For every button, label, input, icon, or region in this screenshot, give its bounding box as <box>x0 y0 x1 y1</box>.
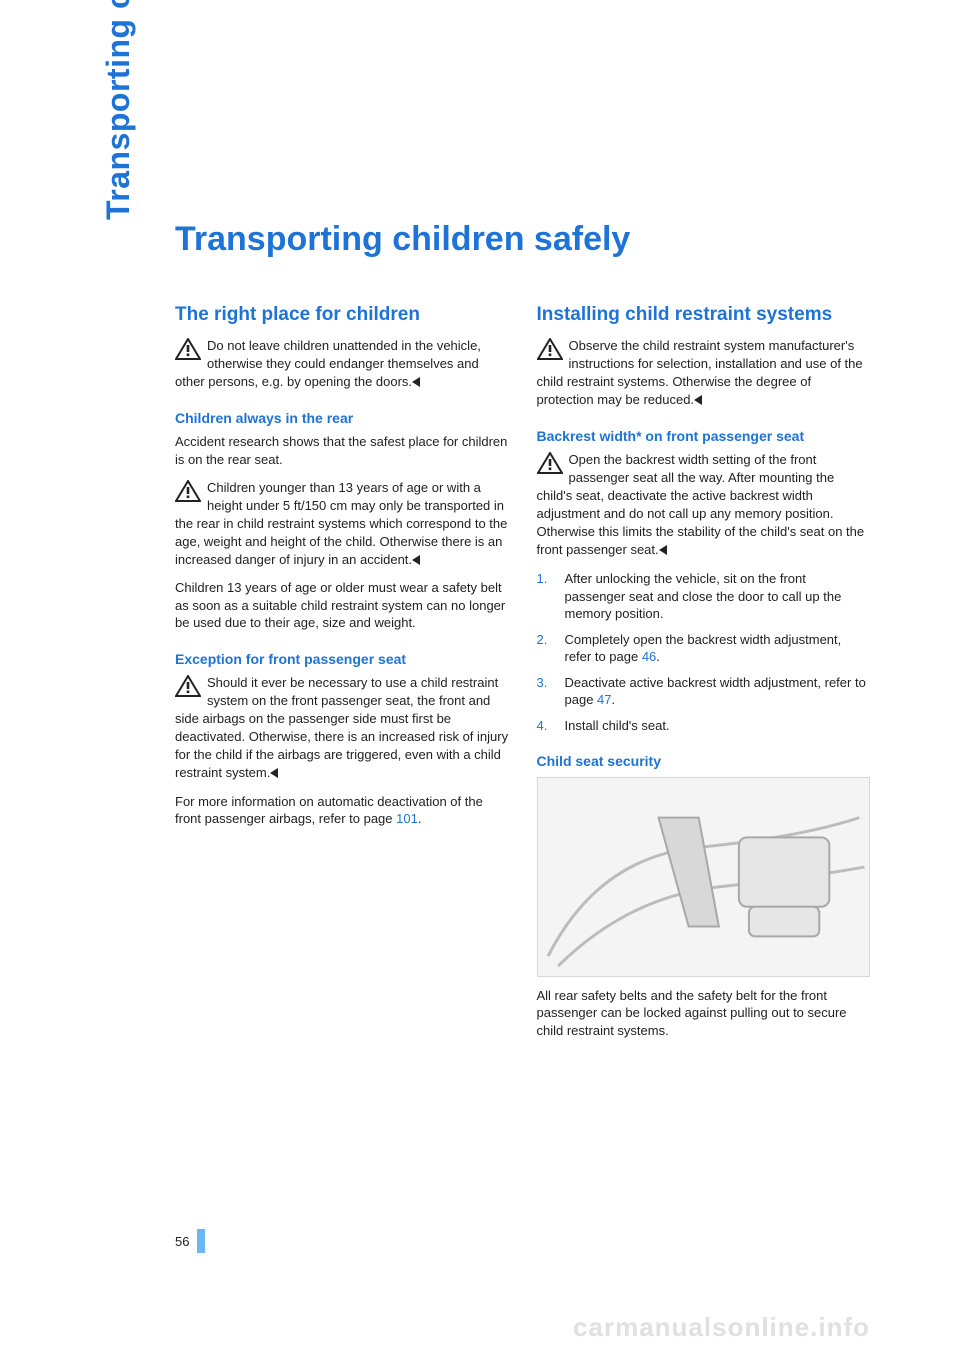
step-item: 2. Completely open the backrest width ad… <box>537 631 871 666</box>
warning-icon <box>175 480 201 502</box>
steps-list: 1. After unlocking the vehicle, sit on t… <box>537 570 871 734</box>
warning-text: Children younger than 13 years of age or… <box>175 480 507 567</box>
warning-block: Children younger than 13 years of age or… <box>175 479 509 570</box>
subheading: Backrest width* on front passenger seat <box>537 427 871 445</box>
left-column: The right place for children Do not leav… <box>175 303 509 1049</box>
subheading: Child seat security <box>537 752 871 770</box>
step-text: Install child's seat. <box>565 718 670 733</box>
text: For more information on automatic deacti… <box>175 794 483 827</box>
warning-block: Open the backrest width setting of the f… <box>537 451 871 560</box>
warning-block: Do not leave children unattended in the … <box>175 337 509 392</box>
page-number-value: 56 <box>175 1234 189 1249</box>
warning-text: Open the backrest width setting of the f… <box>537 452 865 557</box>
text: . <box>418 811 422 826</box>
warning-text: Do not leave children unattended in the … <box>175 338 481 389</box>
right-column: Installing child restraint systems Obser… <box>537 303 871 1049</box>
page-number-bar <box>197 1229 205 1253</box>
section-heading: Installing child restraint systems <box>537 303 871 327</box>
step-item: 3. Deactivate active backrest width adju… <box>537 674 871 709</box>
warning-block: Should it ever be necessary to use a chi… <box>175 674 509 783</box>
end-mark-icon <box>412 374 422 392</box>
step-number: 1. <box>537 570 548 588</box>
step-text: . <box>656 649 660 664</box>
body-text: Children 13 years of age or older must w… <box>175 579 509 632</box>
step-text: . <box>612 692 616 707</box>
text: Should it ever be necessary to use a chi… <box>175 675 508 780</box>
page-number: 56 <box>175 1229 205 1253</box>
warning-text: Observe the child restraint system manuf… <box>537 338 863 407</box>
subheading: Children always in the rear <box>175 409 509 427</box>
page-link[interactable]: 46 <box>642 649 656 664</box>
watermark: carmanualsonline.info <box>573 1312 870 1343</box>
side-tab-label: Transporting children safely <box>100 0 137 220</box>
warning-icon <box>537 338 563 360</box>
text: Do not leave children unattended in the … <box>175 338 481 389</box>
section-heading: The right place for children <box>175 303 509 327</box>
warning-icon <box>537 452 563 474</box>
subheading: Exception for front passenger seat <box>175 650 509 668</box>
step-number: 3. <box>537 674 548 692</box>
step-number: 2. <box>537 631 548 649</box>
end-mark-icon <box>412 552 422 570</box>
warning-block: Observe the child restraint system manuf… <box>537 337 871 410</box>
step-item: 4. Install child's seat. <box>537 717 871 735</box>
end-mark-icon <box>659 542 669 560</box>
figure-caption: All rear safety belts and the safety bel… <box>537 987 871 1040</box>
seat-belt-figure <box>537 777 871 977</box>
end-mark-icon <box>694 392 704 410</box>
body-text: Accident research shows that the safest … <box>175 433 509 468</box>
page-link[interactable]: 101 <box>396 811 418 826</box>
step-text: After unlocking the vehicle, sit on the … <box>565 571 842 621</box>
end-mark-icon <box>270 765 280 783</box>
page-title: Transporting children safely <box>175 220 870 259</box>
step-item: 1. After unlocking the vehicle, sit on t… <box>537 570 871 623</box>
content-columns: The right place for children Do not leav… <box>175 303 870 1049</box>
warning-icon <box>175 675 201 697</box>
body-text: For more information on automatic deacti… <box>175 793 509 828</box>
warning-text: Should it ever be necessary to use a chi… <box>175 675 508 780</box>
page: Transporting children safely Transportin… <box>0 0 960 1358</box>
text: Open the backrest width setting of the f… <box>537 452 865 557</box>
page-link[interactable]: 47 <box>597 692 611 707</box>
step-text: Completely open the backrest width adjus… <box>565 632 842 665</box>
text: Children younger than 13 years of age or… <box>175 480 507 567</box>
step-number: 4. <box>537 717 548 735</box>
warning-icon <box>175 338 201 360</box>
